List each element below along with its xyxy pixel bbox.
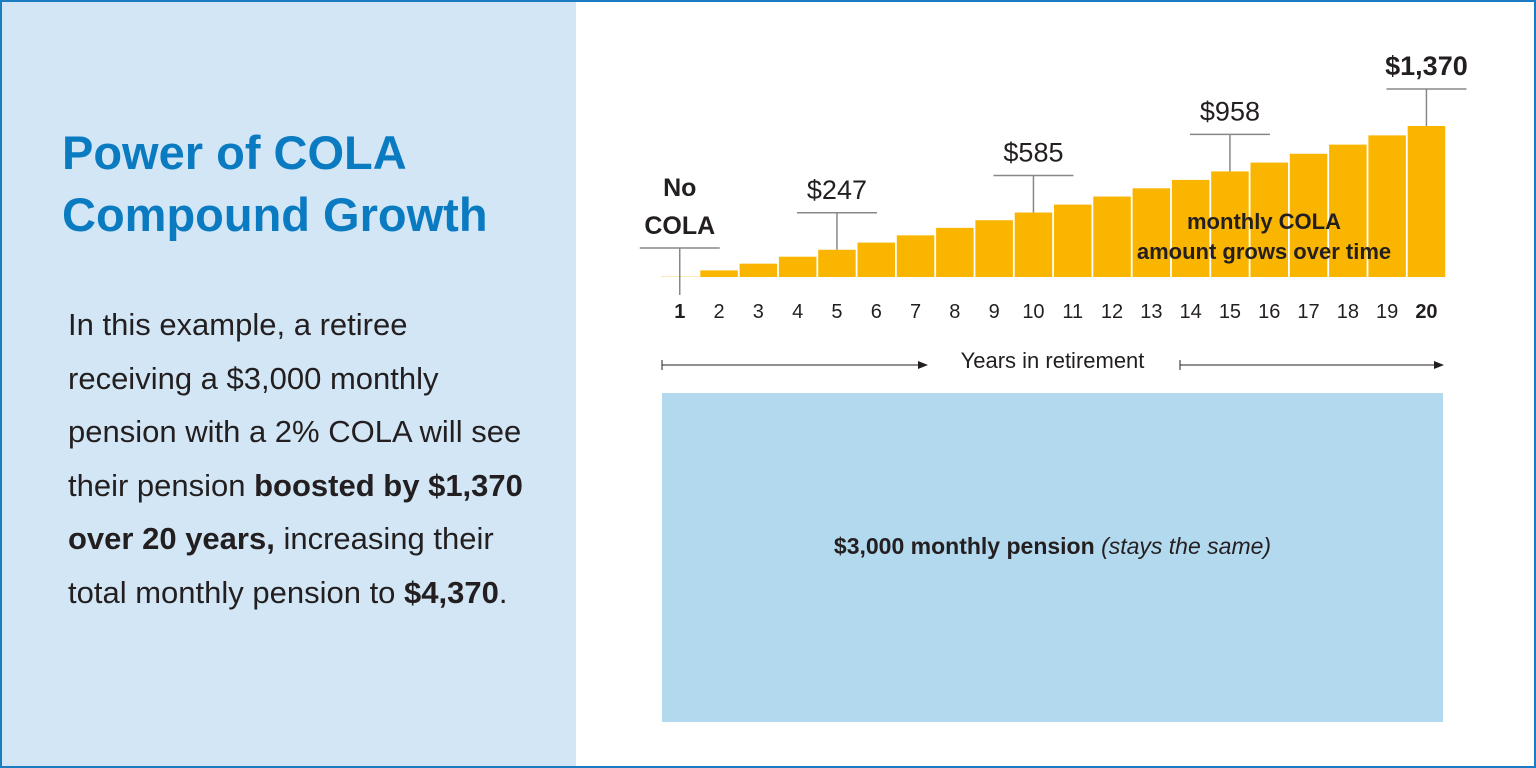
annotation-label: COLA <box>644 212 715 240</box>
bar-year-17 <box>1289 153 1328 277</box>
cola-bar-chart: 1 2 3 4 5 6 7 8 9 10 11 12 13 14 15 16 17 18 19 20NoCOLA$24… <box>639 51 1468 370</box>
left-panel: Power of COLA Compound Growth In this ex… <box>0 0 576 768</box>
x-tick-label: 10 <box>1022 301 1044 323</box>
description-text: increasing their total monthly pension t… <box>68 521 494 610</box>
arrowhead-icon <box>918 361 928 369</box>
bar-year-13 <box>1132 188 1171 277</box>
x-tick-label: 3 <box>753 301 764 323</box>
x-tick-label: 11 <box>1062 301 1083 323</box>
inner-bar-label: monthly COLA <box>1187 209 1341 234</box>
annotation-label: No <box>663 174 696 202</box>
x-tick-label: 15 <box>1219 301 1241 323</box>
annotation-label: $1,370 <box>1385 51 1468 81</box>
x-tick-label: 6 <box>871 301 882 323</box>
x-tick-label: 4 <box>792 301 803 323</box>
x-tick-label: 5 <box>831 301 842 323</box>
base-pension-amount: $3,000 monthly pension <box>833 533 1095 559</box>
description-text: In this example, a retiree receiving a $… <box>68 307 522 503</box>
bar-year-7 <box>896 235 935 277</box>
description-bold: boosted by $1,370 over 20 years, <box>68 467 523 557</box>
page-title: Power of COLA Compound Growth <box>62 122 562 246</box>
bar-year-4 <box>778 256 817 277</box>
bar-year-8 <box>936 227 974 277</box>
title-line-2: Compound Growth <box>62 188 488 241</box>
bar-year-6 <box>857 242 895 277</box>
bar-year-18 <box>1329 144 1367 277</box>
bar-year-2 <box>700 270 738 277</box>
bar-year-20 <box>1407 126 1446 277</box>
bar-year-10 <box>1014 212 1053 277</box>
x-tick-label: 8 <box>949 301 960 323</box>
bar-year-15 <box>1211 171 1249 277</box>
x-tick-label: 14 <box>1180 301 1202 323</box>
bar-year-19 <box>1368 135 1406 277</box>
x-tick-label: 20 <box>1415 301 1437 323</box>
base-pension-note: (stays the same) <box>1101 533 1272 559</box>
bar-year-14 <box>1171 179 1210 277</box>
title-line-1: Power of COLA <box>62 126 407 179</box>
bar-year-5 <box>818 249 856 277</box>
x-tick-label: 9 <box>989 301 1000 323</box>
x-tick-label: 13 <box>1140 301 1162 323</box>
annotation-label: $958 <box>1200 96 1260 126</box>
bar-year-11 <box>1054 204 1092 277</box>
inner-bar-label: amount grows over time <box>1137 239 1391 264</box>
x-tick-label: 2 <box>713 301 724 323</box>
annotation-label: $585 <box>1003 138 1063 168</box>
x-tick-label: 19 <box>1376 301 1398 323</box>
bar-year-9 <box>975 220 1013 277</box>
description-bold-total: $4,370 <box>404 574 499 610</box>
x-tick-label: 18 <box>1337 301 1359 323</box>
bar-year-12 <box>1093 196 1131 277</box>
x-tick-label: 12 <box>1101 301 1123 323</box>
description-text: . <box>498 574 508 610</box>
x-tick-label: 17 <box>1297 301 1319 323</box>
base-pension-box: $3,000 monthly pension (stays the same) <box>662 393 1443 722</box>
description: In this example, a retiree receiving a $… <box>68 298 538 619</box>
x-tick-label: 16 <box>1258 301 1280 323</box>
annotation-label: $247 <box>807 175 867 205</box>
bar-year-3 <box>739 263 778 277</box>
arrowhead-icon <box>1434 361 1444 369</box>
bar-year-16 <box>1250 162 1288 277</box>
x-axis-label: Years in retirement <box>960 348 1145 373</box>
x-tick-label: 1 <box>674 301 685 323</box>
x-tick-label: 7 <box>910 301 921 323</box>
base-pension-label: $3,000 monthly pension (stays the same) <box>662 533 1443 560</box>
